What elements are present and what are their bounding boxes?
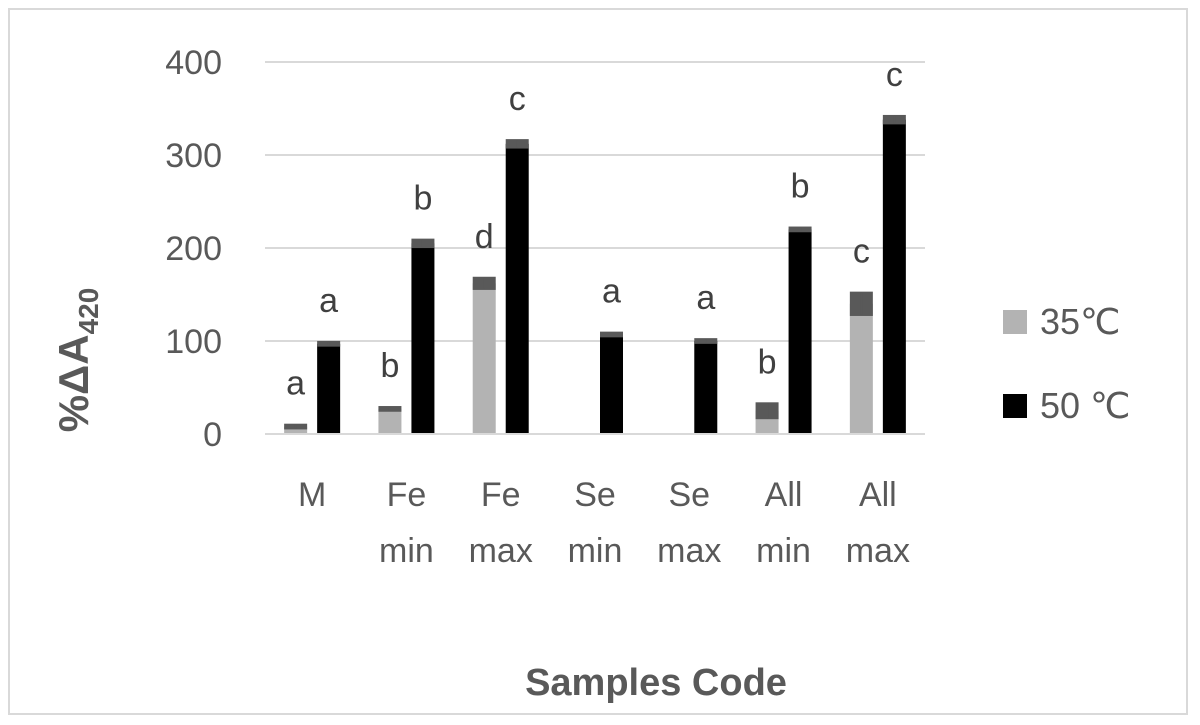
- x-tick-label: Se: [668, 476, 710, 514]
- bar: [284, 426, 308, 434]
- x-axis-label: Samples Code: [525, 662, 787, 704]
- legend-label: 35℃: [1040, 301, 1120, 342]
- y-tick-label: 0: [203, 416, 222, 454]
- x-tick-label: max: [846, 532, 910, 570]
- bar: [472, 283, 496, 434]
- legend-swatch: [1003, 394, 1027, 418]
- x-tick-label: max: [657, 532, 721, 570]
- bar: [600, 334, 623, 434]
- x-tick-label: M: [298, 476, 326, 514]
- bar: [505, 143, 529, 434]
- significance-label: a: [286, 365, 305, 403]
- legend-swatch: [1003, 310, 1027, 334]
- significance-label: c: [509, 80, 526, 118]
- significance-label: a: [696, 279, 715, 317]
- x-tick-label: min: [756, 532, 811, 570]
- chart-frame: [8, 8, 1188, 715]
- significance-label: b: [413, 180, 432, 218]
- significance-label: d: [475, 218, 494, 256]
- bar: [882, 119, 906, 434]
- x-tick-label: Fe: [387, 476, 427, 514]
- bar: [788, 229, 812, 434]
- y-axis-label: %ΔA420: [50, 288, 104, 433]
- y-tick-label: 400: [165, 44, 222, 82]
- x-tick-label: Se: [574, 476, 616, 514]
- legend-label: 50 ℃: [1040, 385, 1130, 426]
- bar: [317, 343, 341, 434]
- x-tick-label: All: [859, 476, 897, 514]
- y-axis-label-subscript: 420: [73, 288, 104, 335]
- bar: [849, 303, 873, 434]
- bar: [411, 243, 435, 434]
- y-tick-label: 100: [165, 323, 222, 361]
- significance-label: a: [602, 273, 621, 311]
- significance-label: b: [758, 343, 777, 381]
- significance-label: c: [886, 56, 903, 94]
- x-tick-label: min: [379, 532, 434, 570]
- x-tick-label: max: [469, 532, 533, 570]
- y-tick-label: 200: [165, 230, 222, 268]
- bar: [694, 341, 718, 434]
- significance-label: c: [853, 233, 870, 271]
- bar: [378, 408, 402, 434]
- x-tick-label: min: [568, 532, 623, 570]
- y-axis-label-main: %ΔA: [50, 334, 97, 432]
- x-tick-label: Fe: [481, 476, 521, 514]
- y-tick-label: 300: [165, 137, 222, 175]
- x-tick-label: All: [765, 476, 803, 514]
- significance-label: a: [319, 282, 338, 320]
- significance-label: b: [380, 347, 399, 385]
- significance-label: b: [791, 168, 810, 206]
